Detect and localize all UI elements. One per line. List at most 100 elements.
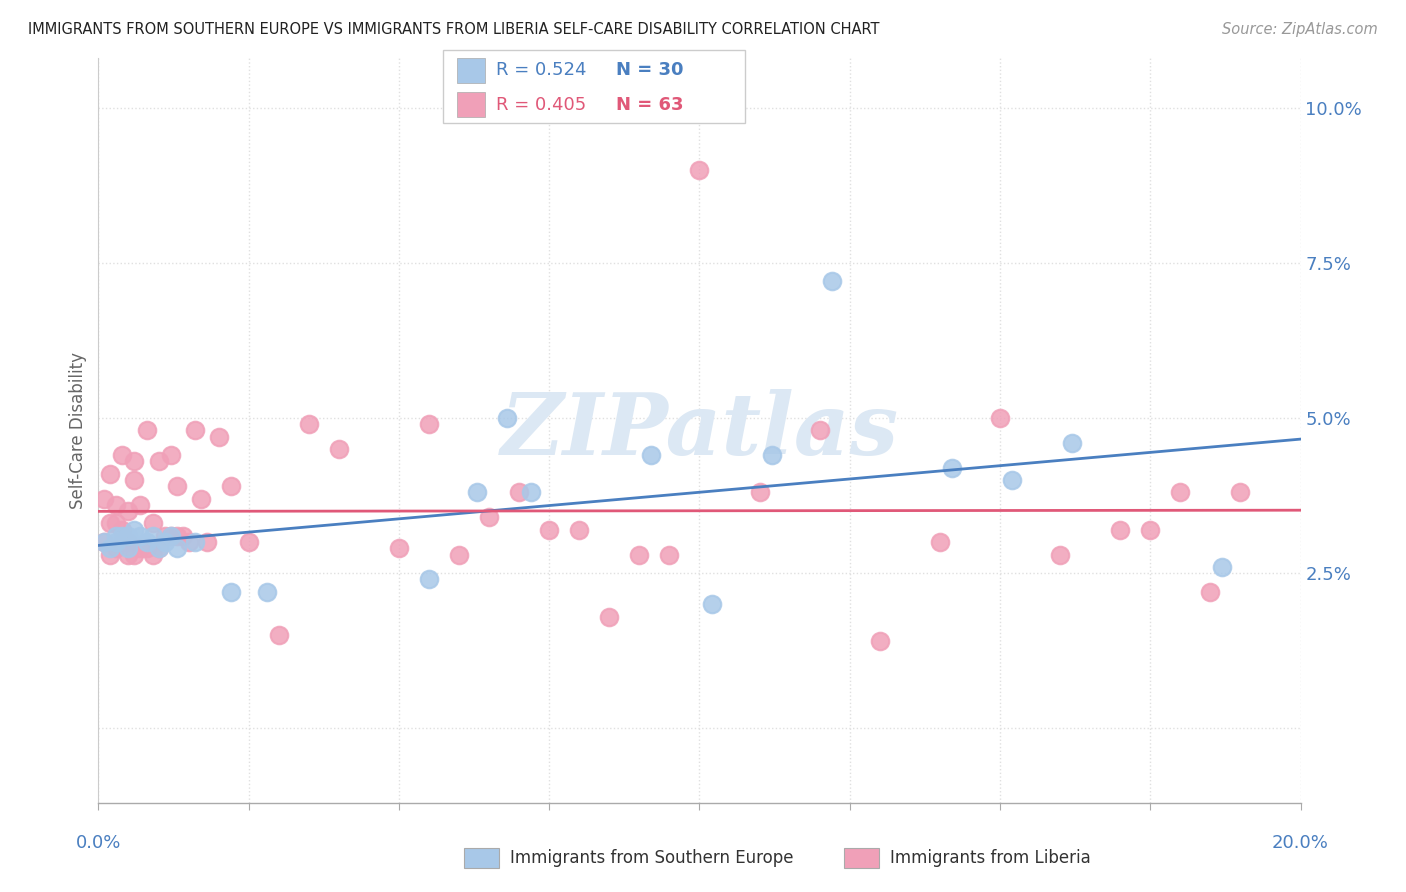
Point: [117, 535, 139, 549]
Point: [159, 448, 181, 462]
Point: [219, 479, 242, 493]
Point: [988, 411, 1011, 425]
Point: [159, 529, 181, 543]
Point: [418, 573, 440, 587]
Point: [111, 448, 134, 462]
Point: [219, 584, 242, 599]
Point: [105, 535, 128, 549]
Point: [808, 424, 831, 438]
Text: Immigrants from Liberia: Immigrants from Liberia: [890, 849, 1091, 867]
Point: [117, 504, 139, 518]
Point: [117, 529, 139, 543]
Point: [496, 411, 519, 425]
Point: [135, 541, 157, 556]
Point: [1170, 485, 1192, 500]
Point: [1001, 473, 1024, 487]
Point: [267, 628, 290, 642]
Text: IMMIGRANTS FROM SOUTHERN EUROPE VS IMMIGRANTS FROM LIBERIA SELF-CARE DISABILITY : IMMIGRANTS FROM SOUTHERN EUROPE VS IMMIG…: [28, 22, 880, 37]
Point: [1109, 523, 1132, 537]
Point: [100, 541, 122, 556]
Point: [640, 448, 662, 462]
Point: [166, 479, 188, 493]
Point: [159, 529, 181, 543]
Point: [148, 454, 170, 468]
Point: [93, 535, 115, 549]
Point: [135, 424, 157, 438]
Point: [124, 473, 146, 487]
Point: [700, 597, 723, 611]
Point: [117, 541, 139, 556]
Point: [195, 535, 218, 549]
Text: Immigrants from Southern Europe: Immigrants from Southern Europe: [510, 849, 794, 867]
Point: [148, 541, 170, 556]
Point: [105, 498, 128, 512]
Point: [1062, 435, 1084, 450]
Point: [124, 454, 146, 468]
Point: [153, 529, 176, 543]
Point: [1199, 584, 1222, 599]
Point: [478, 510, 501, 524]
Point: [141, 516, 163, 531]
Text: Source: ZipAtlas.com: Source: ZipAtlas.com: [1222, 22, 1378, 37]
Point: [124, 548, 146, 562]
Point: [153, 535, 176, 549]
Point: [238, 535, 260, 549]
Point: [508, 485, 530, 500]
Point: [1229, 485, 1251, 500]
Point: [821, 275, 844, 289]
Y-axis label: Self-Care Disability: Self-Care Disability: [69, 351, 87, 509]
Text: 0.0%: 0.0%: [76, 834, 121, 852]
Point: [598, 609, 620, 624]
Point: [208, 429, 231, 443]
Point: [93, 491, 115, 506]
Point: [388, 541, 411, 556]
Point: [105, 516, 128, 531]
Point: [148, 541, 170, 556]
Point: [100, 516, 122, 531]
Text: ZIPatlas: ZIPatlas: [501, 389, 898, 472]
Point: [129, 541, 152, 556]
Point: [166, 529, 188, 543]
Point: [100, 467, 122, 481]
Point: [111, 523, 134, 537]
Point: [256, 584, 278, 599]
Point: [166, 541, 188, 556]
Point: [129, 498, 152, 512]
Point: [135, 535, 157, 549]
Point: [111, 529, 134, 543]
Point: [628, 548, 651, 562]
Point: [688, 162, 710, 177]
Point: [111, 535, 134, 549]
Point: [328, 442, 350, 456]
Point: [869, 634, 891, 648]
Point: [129, 529, 152, 543]
Text: 20.0%: 20.0%: [1272, 834, 1329, 852]
Point: [761, 448, 783, 462]
Point: [117, 548, 139, 562]
Text: R = 0.524: R = 0.524: [496, 62, 586, 79]
Text: N = 30: N = 30: [616, 62, 683, 79]
Point: [105, 529, 128, 543]
Point: [93, 535, 115, 549]
Point: [941, 460, 963, 475]
Point: [538, 523, 561, 537]
Point: [465, 485, 488, 500]
Point: [929, 535, 952, 549]
Text: R = 0.405: R = 0.405: [496, 95, 586, 114]
Point: [141, 548, 163, 562]
Point: [1139, 523, 1161, 537]
Point: [105, 541, 128, 556]
Point: [177, 535, 200, 549]
Point: [124, 523, 146, 537]
Point: [172, 529, 194, 543]
Point: [141, 529, 163, 543]
Point: [100, 548, 122, 562]
Point: [298, 417, 321, 432]
Point: [658, 548, 681, 562]
Point: [183, 535, 205, 549]
Point: [190, 491, 212, 506]
Point: [1211, 560, 1233, 574]
Point: [183, 424, 205, 438]
Point: [748, 485, 770, 500]
Point: [1049, 548, 1071, 562]
